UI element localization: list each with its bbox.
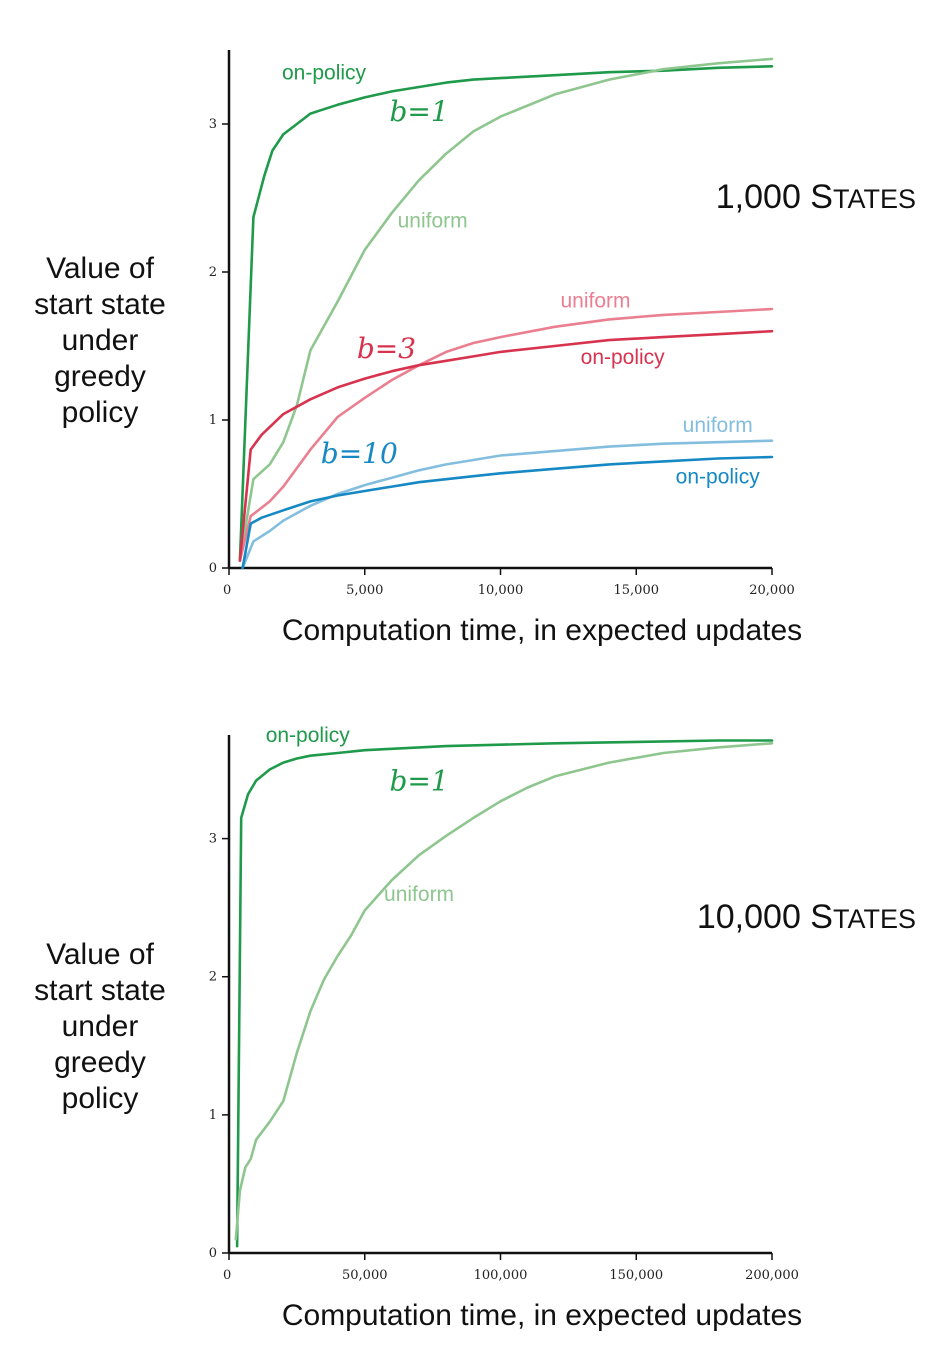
y-tick-label: 2	[209, 265, 217, 280]
y-tick-label: 1	[209, 1108, 217, 1123]
branch-label: b=1	[389, 95, 448, 128]
series-line-b1-on-policy	[235, 739, 774, 1248]
series-label-b1-on-policy: on-policy	[282, 62, 367, 85]
series-labels: on-policy uniform uniform on-policy uniform o…	[282, 62, 760, 489]
x-tick-label: 5,000	[346, 583, 383, 598]
y-axis-label-line: policy	[62, 1082, 139, 1115]
series-line-b10-on-policy	[241, 455, 774, 570]
series-label-b1-uniform: uniform	[398, 210, 468, 233]
chart-title-caps: TATES	[833, 184, 916, 214]
x-axis-label: Computation time, in expected updates	[282, 1299, 802, 1332]
chart-title: 10,000 STATES	[697, 898, 916, 936]
series-label-b1-uniform: uniform	[384, 883, 454, 906]
series-line-b1-on-policy	[238, 65, 774, 562]
series-line-b3-on-policy	[238, 329, 774, 562]
series-label-b10-uniform: uniform	[683, 414, 753, 437]
y-axis-label-line: under	[62, 1010, 139, 1043]
y-axis-label-line: greedy	[54, 360, 146, 393]
series-line-b1-uniform	[238, 57, 774, 562]
y-axis-label-line: greedy	[54, 1046, 146, 1079]
series-label-b3-on-policy: on-policy	[581, 346, 666, 369]
x-tick-label: 50,000	[342, 1268, 388, 1283]
x-tick-label: 100,000	[474, 1268, 528, 1283]
series-group	[234, 739, 774, 1248]
y-axis-label-line: start state	[34, 974, 166, 1007]
x-tick-label: 200,000	[745, 1268, 799, 1283]
branch-label: b=3	[357, 332, 416, 365]
y-tick-label: 3	[209, 832, 217, 847]
x-tick-label: 0	[223, 1268, 231, 1283]
chart-title: 1,000 STATES	[716, 178, 916, 216]
x-tick-label: 20,000	[749, 583, 795, 598]
chart-10000-states: 0 1 2 3 0 50,000 100,000 150,000 200,000 on-pol…	[34, 724, 916, 1332]
chart-title-caps: TATES	[833, 904, 916, 934]
x-tick-label: 10,000	[478, 583, 524, 598]
y-tick-label: 0	[209, 1246, 217, 1261]
chart-1000-states: 0 1 2 3 0 5,000 10,000 15,000 20,000 on-policy u…	[34, 50, 916, 647]
y-axis-label-line: Value of	[46, 938, 155, 971]
x-ticks: 0 5,000 10,000 15,000 20,000	[223, 568, 795, 598]
series-labels: on-policy uniform b=1	[266, 724, 454, 906]
y-tick-label: 0	[209, 561, 217, 576]
series-label-b1-on-policy: on-policy	[266, 724, 351, 747]
x-tick-label: 0	[223, 583, 231, 598]
series-label-b10-on-policy: on-policy	[676, 466, 761, 489]
y-tick-label: 3	[209, 117, 217, 132]
branch-label: b=1	[389, 764, 448, 797]
series-line-b1-uniform	[234, 742, 774, 1241]
branch-label: b=10	[321, 437, 398, 470]
chart-title-main: 1,000 S	[716, 178, 833, 216]
y-ticks: 0 1 2 3	[209, 832, 229, 1261]
y-ticks: 0 1 2 3	[209, 117, 229, 576]
series-group	[238, 57, 774, 570]
y-axis-label-line: start state	[34, 288, 166, 321]
x-ticks: 0 50,000 100,000 150,000 200,000	[223, 1253, 799, 1283]
x-tick-label: 15,000	[614, 583, 660, 598]
y-axis-label-line: policy	[62, 396, 139, 429]
y-axis-label-line: under	[62, 324, 139, 357]
x-tick-label: 150,000	[609, 1268, 663, 1283]
y-tick-label: 1	[209, 413, 217, 428]
y-axis-label-line: Value of	[46, 252, 155, 285]
series-line-b10-uniform	[241, 439, 774, 570]
x-axis-label: Computation time, in expected updates	[282, 614, 802, 647]
y-tick-label: 2	[209, 970, 217, 985]
series-label-b3-uniform: uniform	[561, 290, 631, 313]
chart-title-main: 10,000 S	[697, 898, 833, 936]
